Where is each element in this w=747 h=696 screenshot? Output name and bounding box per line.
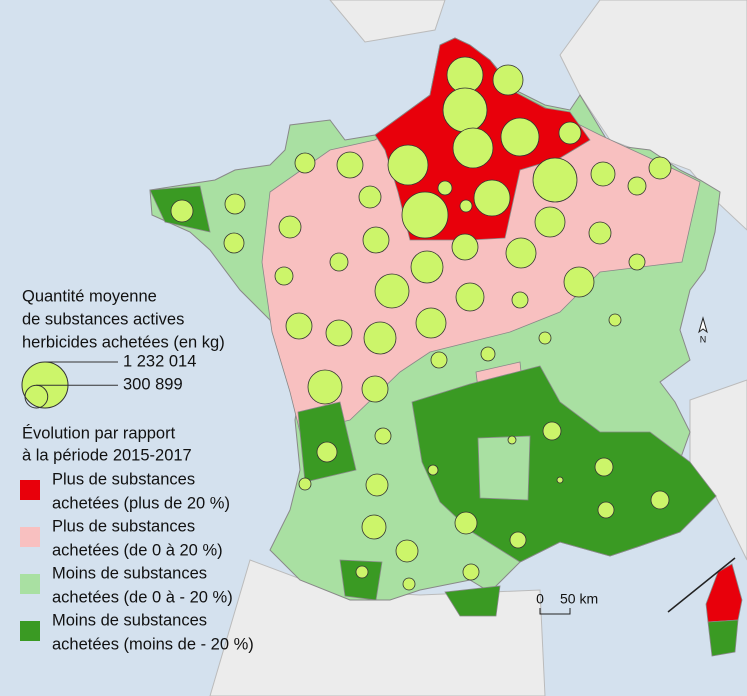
quantity-bubble (505, 237, 537, 269)
quantity-bubble (455, 282, 485, 312)
quantity-bubble (402, 577, 416, 591)
quantity-bubble (361, 375, 389, 403)
quantity-bubble (462, 563, 480, 581)
quantity-bubble (452, 127, 494, 169)
quantity-bubble (298, 477, 312, 491)
quantity-bubble (362, 226, 390, 254)
quantity-bubble (511, 291, 529, 309)
quantity-bubble (509, 531, 527, 549)
legend-class-label: Moins de substances (52, 564, 207, 582)
quantity-bubble (650, 490, 670, 510)
quantity-bubble (590, 161, 616, 187)
quantity-bubble (374, 427, 392, 445)
quantity-bubble (446, 56, 484, 94)
legend-title: de substances actives (22, 310, 184, 328)
quantity-bubble (538, 331, 552, 345)
quantity-bubble (278, 215, 302, 239)
quantity-bubble (395, 539, 419, 563)
quantity-bubble (628, 253, 646, 271)
quantity-bubble (563, 266, 595, 298)
legend-class-label: Plus de substances (52, 470, 195, 488)
quantity-bubble (365, 473, 389, 497)
quantity-bubble (442, 87, 488, 133)
quantity-bubble (459, 199, 473, 213)
north-arrow: N (698, 316, 708, 344)
quantity-bubble (410, 250, 444, 284)
legend-circle-label: 300 899 (123, 376, 183, 394)
quantity-bubble (532, 157, 578, 203)
quantity-bubble (307, 369, 343, 405)
legend-swatch (20, 527, 40, 547)
legend-swatch (20, 480, 40, 500)
scale-zero: 0 (536, 591, 544, 607)
quantity-bubble (325, 319, 353, 347)
classes-title: Évolution par rapport (22, 423, 176, 442)
quantity-bubble (427, 464, 439, 476)
quantity-bubble (480, 346, 496, 362)
quantity-bubble (387, 144, 429, 186)
legend-class-label: achetées (moins de - 20 %) (52, 635, 254, 653)
legend-class-label: Moins de substances (52, 611, 207, 629)
quantity-bubble (627, 176, 647, 196)
inset-separator (667, 557, 736, 613)
quantity-bubble (534, 206, 566, 238)
quantity-bubble (437, 180, 453, 196)
quantity-bubble (454, 511, 478, 535)
department-area (339, 559, 383, 601)
scale-distance: 50 km (560, 591, 598, 607)
north-label: N (700, 334, 707, 344)
quantity-bubble (358, 185, 382, 209)
quantity-bubble (223, 232, 245, 254)
quantity-bubble (170, 199, 194, 223)
quantity-bubble (415, 307, 447, 339)
quantity-bubble (336, 151, 364, 179)
legend-class-label: achetées (de 0 à 20 %) (52, 541, 223, 559)
department-area (477, 435, 531, 501)
department-area (707, 619, 739, 657)
department-area (444, 585, 501, 617)
legend-class-label: achetées (plus de 20 %) (52, 494, 230, 512)
neighbour-land (689, 379, 747, 561)
quantity-bubble (558, 121, 582, 145)
legend-circle-label: 1 232 014 (123, 352, 196, 370)
quantity-bubble (648, 156, 672, 180)
quantity-bubble (374, 273, 410, 309)
legend-swatch (20, 574, 40, 594)
quantity-bubble (500, 117, 540, 157)
legend-class-label: Plus de substances (52, 517, 195, 535)
quantity-bubble (473, 179, 511, 217)
legend-title: herbicides achetées (en kg) (22, 333, 225, 351)
quantity-bubble (355, 565, 369, 579)
quantity-bubble (316, 441, 338, 463)
legend-class-label: achetées (de 0 à - 20 %) (52, 588, 233, 606)
neighbour-land (329, 0, 446, 43)
quantity-bubble (224, 193, 246, 215)
quantity-bubble (430, 351, 448, 369)
quantity-bubble (361, 514, 387, 540)
legend: Quantité moyenne de substances actives h… (20, 287, 254, 653)
scale-bar: 0 50 km (536, 591, 598, 615)
quantity-bubble (556, 476, 564, 484)
quantity-bubble (492, 64, 524, 96)
quantity-bubble (608, 313, 622, 327)
north-arrow-shape (698, 316, 708, 334)
quantity-bubble (588, 221, 612, 245)
quantity-bubble (274, 266, 294, 286)
quantity-bubble (542, 421, 562, 441)
quantity-bubble (597, 501, 615, 519)
quantity-bubble (451, 233, 479, 261)
quantity-bubble (363, 321, 397, 355)
legend-swatch (20, 621, 40, 641)
quantity-bubble (507, 435, 517, 445)
legend-title: Quantité moyenne (22, 287, 157, 305)
bubbles (170, 56, 672, 591)
quantity-bubble (594, 457, 614, 477)
quantity-bubble (401, 191, 449, 239)
quantity-bubble (285, 312, 313, 340)
quantity-bubble (329, 252, 349, 272)
scale-line (539, 608, 571, 615)
quantity-bubble (294, 152, 316, 174)
classes-title: à la période 2015-2017 (22, 446, 192, 464)
